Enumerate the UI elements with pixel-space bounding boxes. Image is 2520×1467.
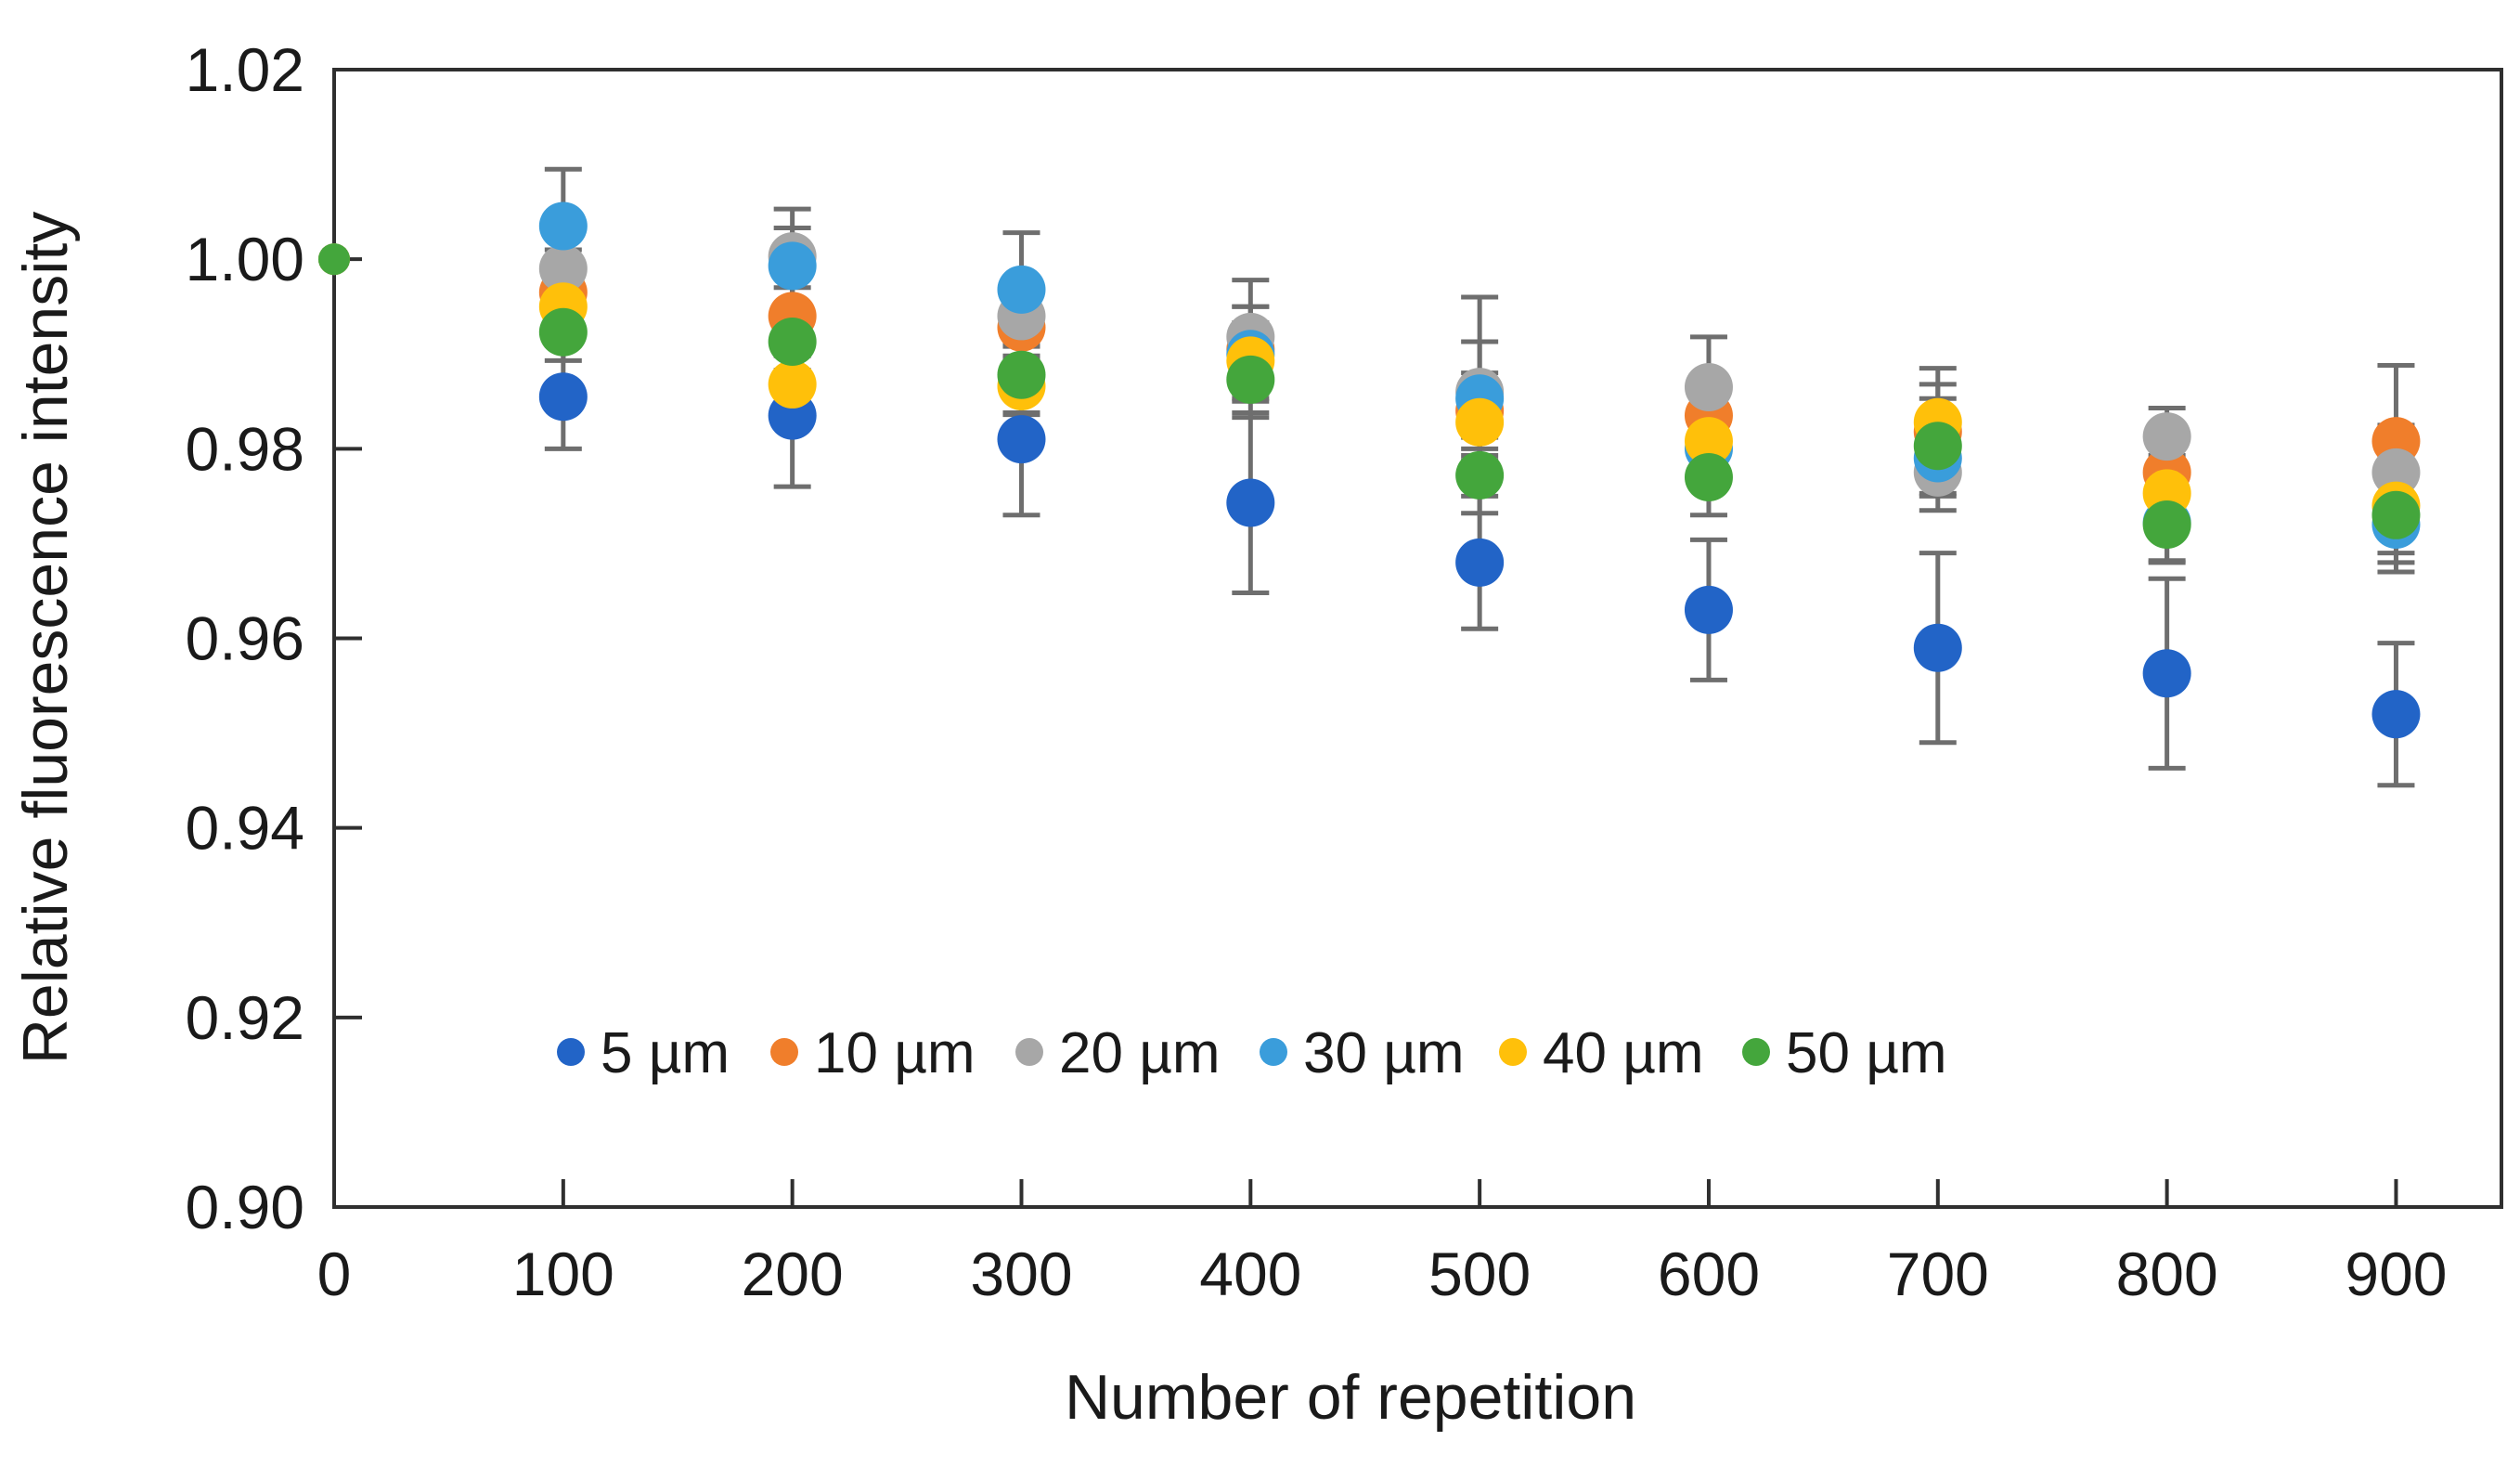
data-point-5-µm bbox=[997, 415, 1046, 464]
x-tick-label: 600 bbox=[1658, 1240, 1760, 1308]
y-tick-label: 0.90 bbox=[186, 1173, 304, 1241]
y-axis-title: Relative fluorescence intensity bbox=[10, 212, 81, 1064]
x-tick-label: 300 bbox=[970, 1240, 1072, 1308]
y-tick-label: 1.00 bbox=[186, 225, 304, 293]
data-point-40-µm bbox=[1455, 397, 1505, 447]
legend-swatch-50-µm bbox=[1742, 1038, 1770, 1066]
data-point-50-µm bbox=[1455, 450, 1505, 500]
y-tick-label: 0.98 bbox=[186, 414, 304, 483]
x-tick-label: 400 bbox=[1199, 1240, 1301, 1308]
x-tick-label: 700 bbox=[1887, 1240, 1989, 1308]
data-point-5-µm bbox=[1684, 585, 1733, 634]
data-point-50-µm bbox=[318, 243, 350, 276]
data-point-30-µm bbox=[768, 241, 817, 291]
data-point-40-µm bbox=[1684, 417, 1733, 466]
legend-label: 50 µm bbox=[1786, 1021, 1947, 1085]
data-point-50-µm bbox=[1226, 355, 1275, 404]
legend-swatch-30-µm bbox=[1260, 1038, 1287, 1066]
data-point-50-µm bbox=[1684, 452, 1733, 501]
data-point-20-µm bbox=[2142, 412, 2191, 461]
y-tick-label: 0.94 bbox=[186, 794, 304, 863]
y-tick-label: 0.92 bbox=[186, 983, 304, 1052]
data-point-5-µm bbox=[2371, 690, 2421, 739]
data-point-50-µm bbox=[2371, 490, 2421, 539]
x-tick-label: 0 bbox=[317, 1240, 352, 1308]
data-point-5-µm bbox=[538, 372, 588, 422]
legend-item: 20 µm bbox=[1015, 1021, 1221, 1085]
legend-item: 10 µm bbox=[770, 1021, 976, 1085]
legend-item: 40 µm bbox=[1499, 1021, 1704, 1085]
legend-swatch-40-µm bbox=[1499, 1038, 1527, 1066]
legend-label: 40 µm bbox=[1543, 1021, 1704, 1085]
legend-item: 50 µm bbox=[1742, 1021, 1947, 1085]
legend-label: 5 µm bbox=[601, 1021, 730, 1085]
legend-label: 20 µm bbox=[1059, 1021, 1221, 1085]
data-point-20-µm bbox=[2371, 448, 2421, 497]
x-tick-label: 200 bbox=[742, 1240, 844, 1308]
data-point-30-µm bbox=[997, 265, 1046, 314]
legend-swatch-20-µm bbox=[1015, 1038, 1043, 1066]
data-point-5-µm bbox=[1913, 623, 1962, 672]
data-point-50-µm bbox=[1913, 422, 1962, 471]
data-point-20-µm bbox=[538, 244, 588, 293]
data-point-50-µm bbox=[768, 317, 817, 366]
data-point-50-µm bbox=[538, 307, 588, 357]
legend-item: 30 µm bbox=[1260, 1021, 1465, 1085]
x-tick-label: 900 bbox=[2345, 1240, 2447, 1308]
legend-swatch-10-µm bbox=[770, 1038, 798, 1066]
data-point-5-µm bbox=[1455, 538, 1505, 587]
data-point-20-µm bbox=[1684, 362, 1733, 411]
x-tick-label: 100 bbox=[512, 1240, 614, 1308]
data-point-50-µm bbox=[2142, 500, 2191, 549]
data-point-50-µm bbox=[997, 350, 1046, 399]
legend-label: 30 µm bbox=[1303, 1021, 1465, 1085]
x-tick-label: 500 bbox=[1428, 1240, 1531, 1308]
y-tick-label: 0.96 bbox=[186, 604, 304, 673]
legend-item: 5 µm bbox=[557, 1021, 730, 1085]
legend-swatch-5-µm bbox=[557, 1038, 585, 1066]
data-point-5-µm bbox=[2142, 649, 2191, 698]
data-point-40-µm bbox=[768, 359, 817, 409]
data-point-30-µm bbox=[538, 201, 588, 251]
y-tick-label: 1.02 bbox=[186, 35, 304, 104]
x-axis-title: Number of repetition bbox=[1065, 1362, 1636, 1433]
data-point-5-µm bbox=[1226, 478, 1275, 527]
legend-label: 10 µm bbox=[814, 1021, 976, 1085]
x-tick-label: 800 bbox=[2116, 1240, 2218, 1308]
